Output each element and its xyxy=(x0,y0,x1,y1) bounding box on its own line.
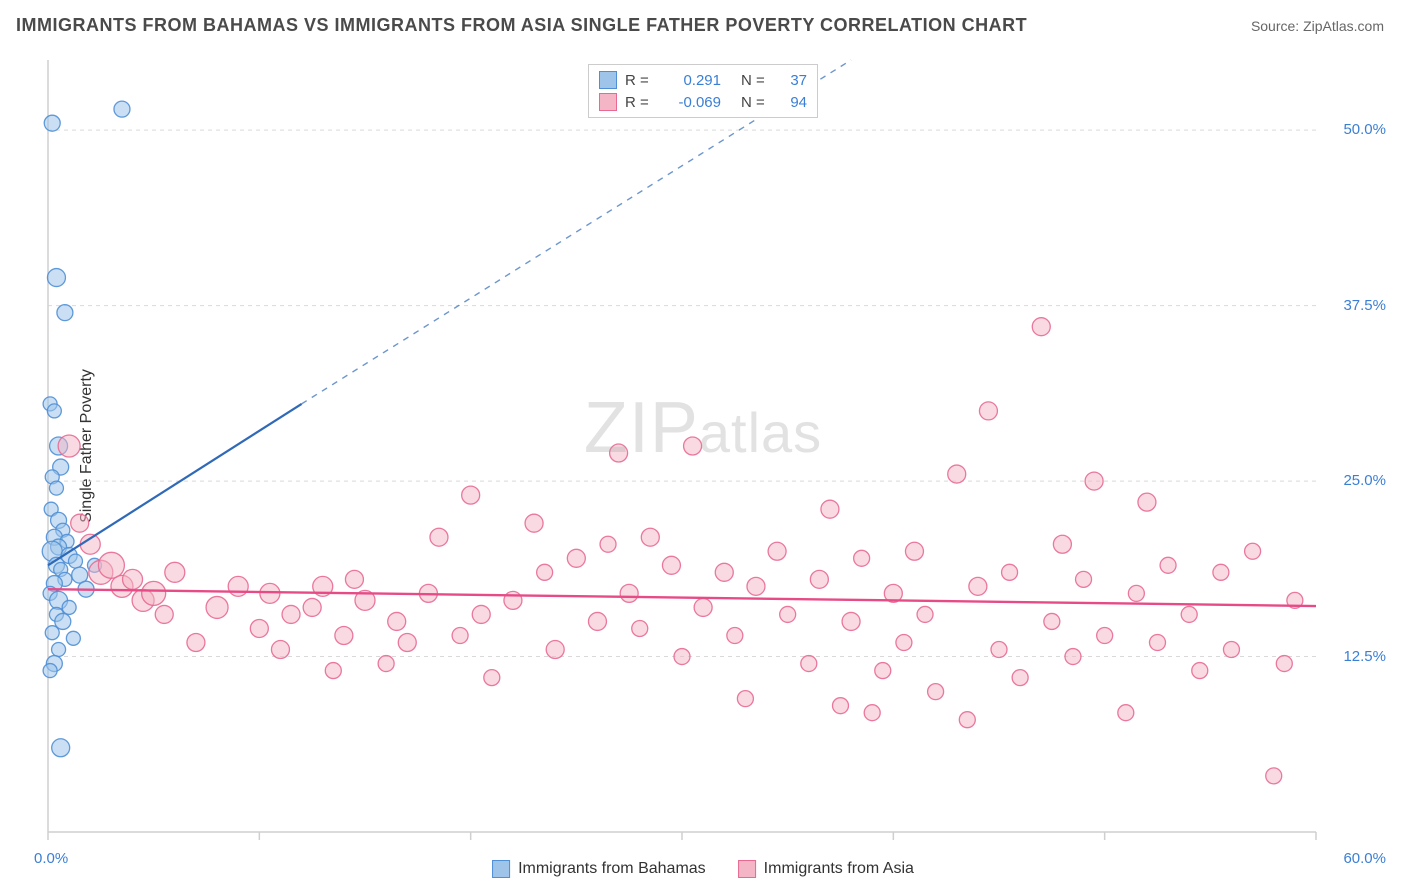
legend-swatch-icon xyxy=(599,71,617,89)
legend-item: Immigrants from Asia xyxy=(738,860,914,878)
legend-label: Immigrants from Bahamas xyxy=(518,860,706,878)
legend-swatch-icon xyxy=(738,860,756,878)
stat-n-label: N = xyxy=(741,72,769,89)
stat-r-value: -0.069 xyxy=(661,94,721,111)
stat-r-label: R = xyxy=(625,72,653,89)
series-immigrants-from-asia xyxy=(58,318,1303,784)
legend-label: Immigrants from Asia xyxy=(764,860,914,878)
stat-r-value: 0.291 xyxy=(661,72,721,89)
stat-n-label: N = xyxy=(741,94,769,111)
legend-series: Immigrants from Bahamas Immigrants from A… xyxy=(492,860,914,878)
legend-stat-row: R = -0.069 N = 94 xyxy=(599,91,807,113)
y-tick-label: 50.0% xyxy=(1343,121,1386,138)
x-tick-label: 60.0% xyxy=(1343,850,1386,867)
series-immigrants-from-bahamas xyxy=(42,101,130,757)
y-tick-label: 12.5% xyxy=(1343,648,1386,665)
y-tick-label: 37.5% xyxy=(1343,297,1386,314)
stat-n-value: 37 xyxy=(777,72,807,89)
legend-stat-row: R = 0.291 N = 37 xyxy=(599,69,807,91)
scatter-chart xyxy=(0,0,1406,892)
legend-swatch-icon xyxy=(599,93,617,111)
legend-item: Immigrants from Bahamas xyxy=(492,860,706,878)
stat-n-value: 94 xyxy=(777,94,807,111)
legend-swatch-icon xyxy=(492,860,510,878)
legend-correlation-stats: R = 0.291 N = 37 R = -0.069 N = 94 xyxy=(588,64,818,118)
y-tick-label: 25.0% xyxy=(1343,472,1386,489)
stat-r-label: R = xyxy=(625,94,653,111)
x-tick-label: 0.0% xyxy=(34,850,68,867)
